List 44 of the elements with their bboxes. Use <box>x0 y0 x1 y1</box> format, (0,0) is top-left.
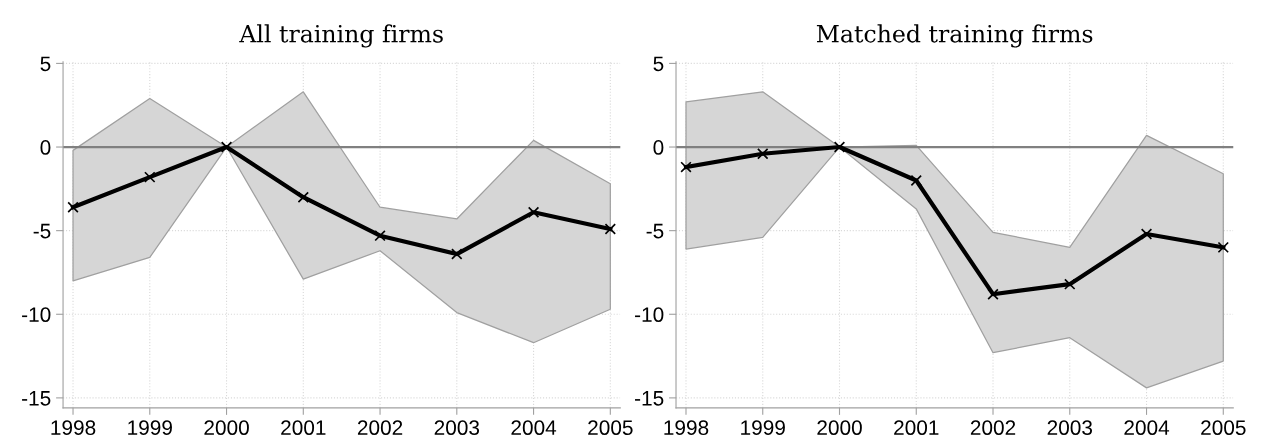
x-tick-label: 2002 <box>970 420 1016 436</box>
y-tick-label: -5 <box>646 223 664 239</box>
x-tick-label: 2001 <box>281 420 326 436</box>
point <box>604 223 617 235</box>
y-tick-label: -15 <box>635 391 664 406</box>
point <box>451 248 463 260</box>
point <box>374 229 386 242</box>
x-tick-label: 2003 <box>434 420 480 436</box>
x-tick-label: 2002 <box>357 420 403 436</box>
x-tick-label: 2005 <box>1201 420 1246 436</box>
point <box>1217 241 1229 254</box>
point <box>1140 228 1153 240</box>
x-tick-label: 2004 <box>511 420 557 436</box>
y-tick-label: 5 <box>653 56 664 72</box>
point <box>680 161 692 173</box>
point <box>527 206 540 218</box>
x-tick-label: 1998 <box>51 420 96 436</box>
x-tick-label: 2005 <box>588 420 633 436</box>
point <box>1064 278 1076 290</box>
point <box>833 141 846 153</box>
point <box>67 201 79 213</box>
x-tick-label: 1998 <box>664 420 709 436</box>
x-tick-label: 1999 <box>741 420 785 436</box>
y-tick-label: -15 <box>22 391 51 406</box>
x-tick-label: 2000 <box>204 420 249 436</box>
y-tick-label: -10 <box>22 307 51 323</box>
chart-title: All training firms <box>239 24 443 48</box>
x-tick-label: 1999 <box>128 420 172 436</box>
x-tick-label: 2001 <box>894 420 939 436</box>
point <box>910 174 922 187</box>
x-tick-label: 2000 <box>817 420 862 436</box>
x-tick-label: 2003 <box>1047 420 1093 436</box>
point <box>987 288 999 300</box>
point <box>144 171 156 183</box>
y-tick-label: -10 <box>635 307 664 323</box>
point <box>757 148 769 160</box>
point <box>297 191 309 203</box>
y-tick-label: 5 <box>40 56 51 72</box>
chart-title: Matched training firms <box>816 24 1093 48</box>
point <box>220 141 233 153</box>
x-tick-label: 2004 <box>1124 420 1170 436</box>
y-tick-label: -5 <box>33 223 51 239</box>
y-tick-label: 0 <box>653 140 664 155</box>
y-tick-label: 0 <box>40 140 51 155</box>
